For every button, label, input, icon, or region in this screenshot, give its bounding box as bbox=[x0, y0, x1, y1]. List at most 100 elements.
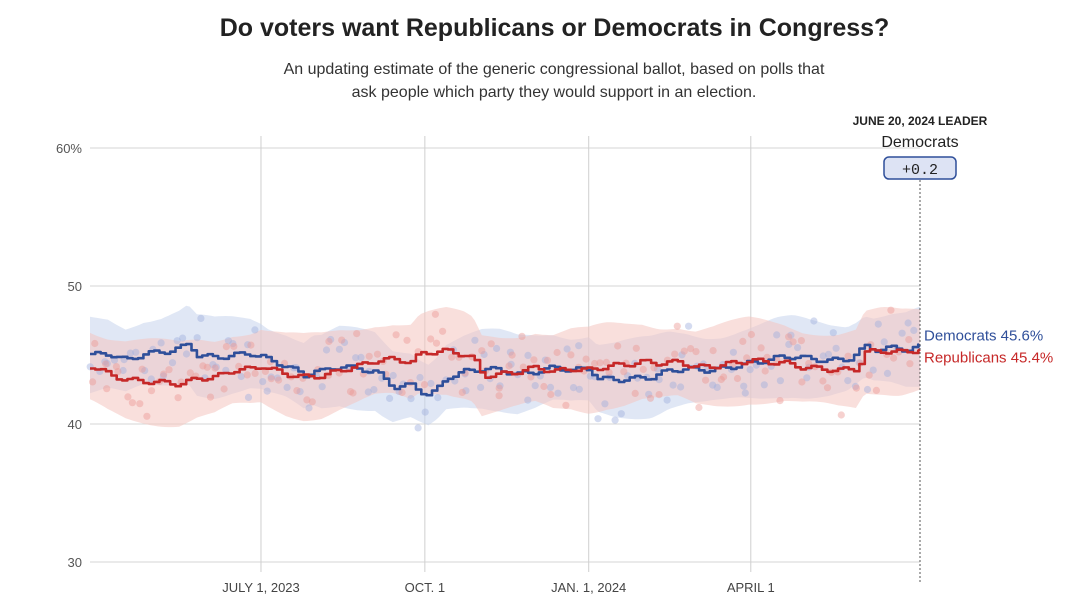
republicans-poll-dot bbox=[798, 378, 806, 386]
democrats-poll-dot bbox=[760, 381, 768, 389]
republicans-poll-dot bbox=[757, 344, 765, 352]
republicans-poll-dot bbox=[275, 376, 283, 384]
republicans-poll-dot bbox=[448, 353, 456, 361]
republicans-poll-dot bbox=[582, 355, 590, 363]
democrats-poll-dot bbox=[824, 350, 833, 358]
republicans-poll-dot bbox=[785, 333, 793, 341]
republicans-poll-dot bbox=[243, 371, 251, 379]
democrats-poll-dot bbox=[386, 394, 394, 402]
democrats-poll-dot bbox=[810, 317, 818, 325]
democrats-poll-dot bbox=[803, 374, 811, 382]
democrats-poll-dot bbox=[193, 334, 201, 342]
republicans-poll-dot bbox=[211, 364, 219, 372]
democrats-poll-dot bbox=[179, 334, 187, 342]
democrats-poll-dot bbox=[197, 314, 205, 322]
republicans-poll-dot bbox=[325, 337, 333, 345]
democrats-poll-dot bbox=[493, 344, 501, 353]
democrats-poll-dot bbox=[421, 408, 429, 416]
republicans-poll-dot bbox=[530, 356, 538, 364]
democrats-poll-dot bbox=[685, 322, 693, 330]
republicans-poll-dot bbox=[478, 347, 486, 355]
democrats-poll-dot bbox=[819, 352, 827, 360]
democrats-poll-dot bbox=[267, 373, 275, 381]
democrats-poll-dot bbox=[844, 377, 852, 385]
chart-subtitle: An updating estimate of the generic cong… bbox=[283, 61, 825, 101]
republicans-poll-dot bbox=[349, 389, 357, 397]
democrats-poll-dot bbox=[237, 372, 245, 381]
republicans-poll-dot bbox=[540, 382, 548, 391]
republicans-poll-dot bbox=[702, 376, 710, 384]
republicans-poll-dot bbox=[631, 389, 639, 397]
republicans-poll-dot bbox=[905, 336, 913, 344]
leader-margin-value: +0.2 bbox=[902, 162, 938, 179]
leader-annotation: JUNE 20, 2024 LEADER Democrats +0.2 bbox=[853, 114, 988, 584]
democrats-poll-dot bbox=[524, 396, 532, 404]
republicans-poll-dot bbox=[420, 381, 429, 389]
leader-party: Democrats bbox=[881, 134, 958, 151]
republicans-poll-dot bbox=[543, 356, 552, 364]
y-tick-label: 30 bbox=[68, 555, 82, 570]
republicans-poll-dot bbox=[128, 399, 136, 407]
democrats-poll-dot bbox=[103, 360, 111, 368]
democrats-poll-dot bbox=[209, 361, 217, 369]
republicans-poll-dot bbox=[392, 331, 400, 339]
republicans-poll-dot bbox=[632, 344, 640, 352]
republicans-poll-dot bbox=[505, 362, 513, 370]
democrats-poll-dot bbox=[904, 319, 912, 327]
democrats-poll-dot bbox=[851, 382, 860, 390]
democrats-poll-dot bbox=[119, 366, 127, 375]
democrats-poll-dot bbox=[322, 346, 331, 354]
republicans-poll-dot bbox=[776, 397, 784, 405]
republicans-poll-dot bbox=[720, 373, 728, 381]
republicans-poll-dot bbox=[553, 348, 561, 357]
democrats-poll-dot bbox=[263, 387, 271, 395]
democrats-poll-dot bbox=[229, 340, 237, 348]
republicans-poll-dot bbox=[398, 388, 406, 397]
republicans-poll-dot bbox=[373, 350, 382, 358]
democrats-poll-dot bbox=[212, 363, 220, 371]
democrats-poll-dot bbox=[669, 381, 677, 389]
democrats-poll-dot bbox=[740, 382, 748, 390]
democrats-poll-dot bbox=[427, 379, 435, 388]
democrats-poll-dot bbox=[601, 400, 609, 408]
republicans-poll-dot bbox=[222, 343, 230, 351]
democrats-poll-dot bbox=[182, 350, 191, 358]
republicans-poll-dot bbox=[495, 392, 503, 400]
republicans-poll-dot bbox=[709, 347, 717, 355]
democrats-poll-dot bbox=[554, 389, 562, 397]
democrats-poll-dot bbox=[244, 341, 252, 349]
republicans-poll-dot bbox=[89, 378, 97, 386]
republicans-poll-dot bbox=[138, 365, 146, 373]
democrats-poll-dot bbox=[296, 388, 304, 396]
republicans-poll-dot bbox=[439, 327, 447, 335]
democrats-poll-dot bbox=[251, 326, 259, 334]
democrats-poll-dot bbox=[880, 338, 888, 346]
democrats-poll-dot bbox=[883, 369, 892, 377]
democrats-poll-dot bbox=[370, 386, 378, 394]
republicans-poll-dot bbox=[247, 341, 255, 349]
republicans-poll-dot bbox=[733, 374, 742, 383]
democrats-poll-dot bbox=[244, 393, 253, 401]
democrats-poll-dot bbox=[645, 390, 653, 398]
republicans-poll-dot bbox=[789, 338, 797, 346]
republicans-poll-dot bbox=[102, 360, 110, 368]
republicans-poll-dot bbox=[739, 337, 747, 345]
democrats-poll-dot bbox=[462, 387, 470, 395]
democrats-poll-dot bbox=[776, 377, 785, 385]
democrats-end-label: Democrats 45.6% bbox=[924, 328, 1043, 345]
democrats-poll-dot bbox=[480, 350, 488, 359]
republicans-poll-dot bbox=[147, 387, 156, 395]
uncertainty-bands bbox=[90, 305, 920, 428]
republicans-poll-dot bbox=[887, 306, 895, 314]
democrats-poll-dot bbox=[678, 351, 686, 359]
republicans-poll-dot bbox=[308, 398, 316, 406]
democrats-poll-dot bbox=[126, 349, 134, 357]
republicans-poll-dot bbox=[365, 352, 373, 360]
y-tick-label: 60% bbox=[56, 141, 82, 156]
x-tick-label: APRIL 1 bbox=[727, 580, 775, 595]
chart-title: Do voters want Republicans or Democrats … bbox=[219, 14, 890, 42]
democrats-poll-dot bbox=[874, 320, 882, 328]
democrats-poll-dot bbox=[677, 383, 685, 391]
y-tick-label: 50 bbox=[68, 279, 82, 294]
